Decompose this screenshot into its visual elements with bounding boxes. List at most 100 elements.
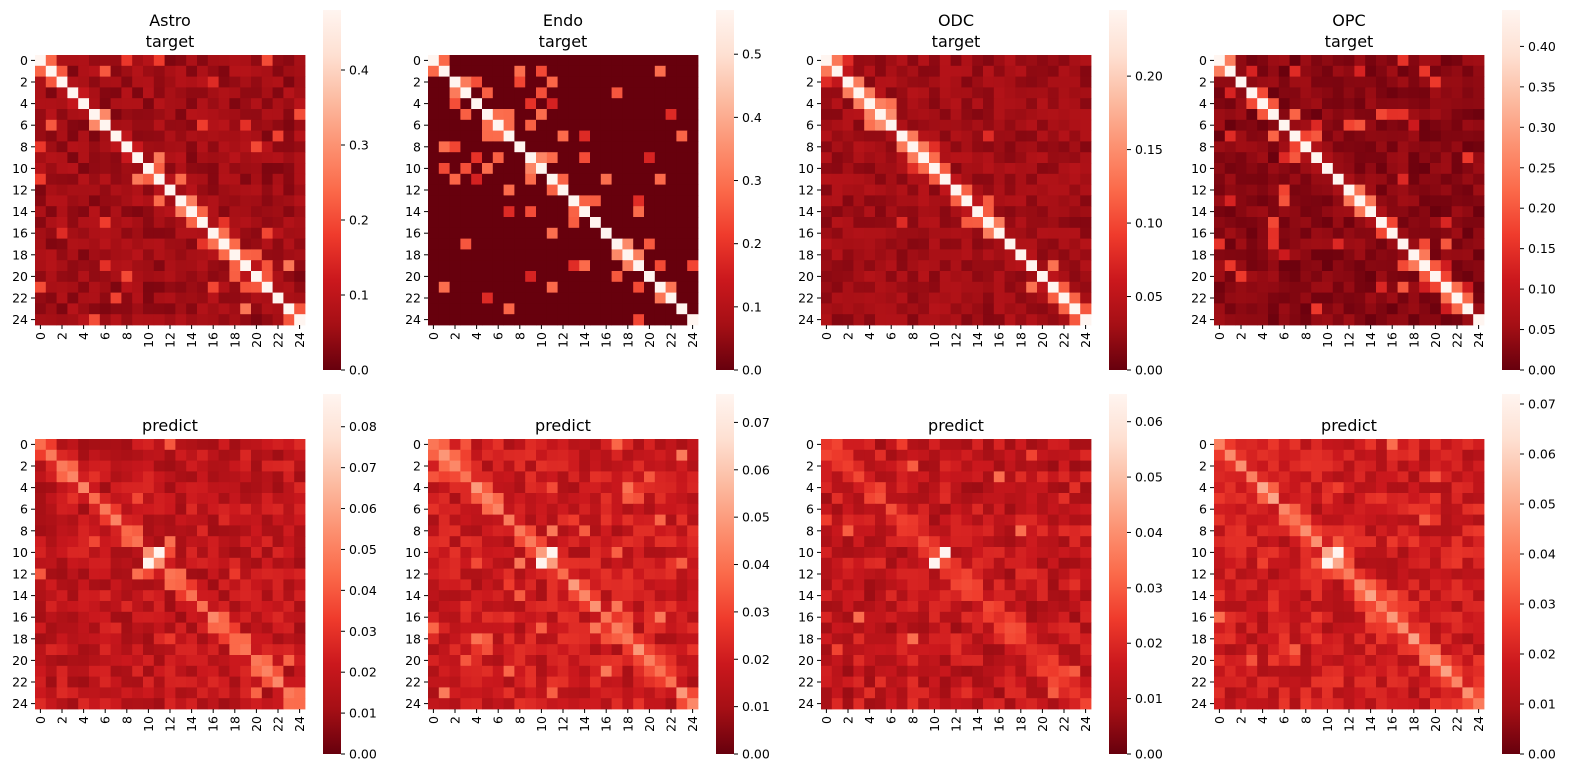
heatmap-cell	[1246, 292, 1258, 304]
heatmap-cell	[633, 195, 645, 207]
heatmap-cell	[514, 547, 526, 559]
heatmap-cell	[460, 676, 472, 688]
heatmap-cell	[261, 547, 273, 559]
heatmap-cell	[132, 152, 144, 164]
heatmap-cell	[110, 644, 122, 656]
heatmap-cell	[1278, 152, 1290, 164]
heatmap-cell	[449, 514, 461, 526]
heatmap-cell	[186, 314, 198, 326]
heatmap-cell	[546, 611, 558, 623]
heatmap-cell	[1376, 314, 1388, 326]
heatmap-cell	[1473, 98, 1485, 110]
heatmap-cell	[633, 514, 645, 526]
heatmap-cell	[853, 449, 865, 461]
heatmap-cell	[1268, 471, 1280, 483]
heatmap-cell	[272, 579, 284, 591]
heatmap-cell	[1047, 87, 1059, 99]
heatmap-cell	[121, 152, 133, 164]
heatmap-cell	[1015, 238, 1027, 250]
heatmap-cell	[972, 55, 984, 67]
heatmap-cell	[983, 525, 995, 537]
heatmap-cell	[471, 55, 483, 67]
heatmap-cell	[1343, 141, 1355, 153]
heatmap-cell	[449, 687, 461, 699]
heatmap-cell	[294, 217, 306, 229]
y-tick-label: 2	[413, 459, 421, 474]
heatmap-cell	[1069, 184, 1081, 196]
heatmap-cell	[665, 460, 677, 472]
y-tick-label: 20	[12, 269, 28, 284]
heatmap-cell	[207, 260, 219, 272]
heatmap-cell	[482, 76, 494, 88]
heatmap-cell	[557, 249, 569, 261]
heatmap-cell	[1376, 471, 1388, 483]
heatmap-cell	[503, 173, 515, 185]
heatmap-cell	[993, 163, 1005, 175]
heatmap-cell	[428, 676, 440, 688]
heatmap-cell	[1408, 303, 1420, 315]
heatmap-cell	[261, 184, 273, 196]
heatmap-cell	[1080, 249, 1092, 261]
heatmap-cell	[56, 238, 68, 250]
heatmap-cell	[1376, 227, 1388, 239]
heatmap-cell	[1257, 119, 1269, 131]
heatmap-cell	[896, 271, 908, 283]
heatmap-cell	[153, 184, 165, 196]
heatmap-cell	[1473, 271, 1485, 283]
heatmap-cell	[676, 292, 688, 304]
heatmap-cell	[633, 271, 645, 283]
heatmap-cell	[45, 590, 57, 602]
heatmap-cell	[283, 98, 295, 110]
heatmap-cell	[1332, 76, 1344, 88]
heatmap-cell	[229, 195, 241, 207]
heatmap-cell	[929, 98, 941, 110]
heatmap-cell	[557, 119, 569, 131]
heatmap-cell	[918, 119, 930, 131]
heatmap-cell	[993, 314, 1005, 326]
heatmap-cell	[918, 536, 930, 548]
heatmap-cell	[665, 536, 677, 548]
heatmap-cell	[676, 590, 688, 602]
heatmap-cell	[676, 579, 688, 591]
heatmap-cell	[121, 55, 133, 67]
heatmap-cell	[1047, 525, 1059, 537]
heatmap-cell	[428, 655, 440, 667]
heatmap-cell	[121, 292, 133, 304]
heatmap-cell	[1451, 249, 1463, 261]
heatmap-cell	[1080, 568, 1092, 580]
x-tick-label: 12	[556, 332, 571, 348]
heatmap-cell	[1080, 130, 1092, 142]
heatmap-cell	[1386, 238, 1398, 250]
heatmap-cell	[482, 119, 494, 131]
heatmap-cell	[853, 260, 865, 272]
heatmap-cell	[1257, 314, 1269, 326]
heatmap-cell	[1408, 109, 1420, 121]
heatmap-cell	[831, 471, 843, 483]
heatmap-cell	[132, 260, 144, 272]
heatmap-cell	[842, 525, 854, 537]
heatmap-cell	[1037, 601, 1049, 613]
heatmap-cell	[983, 676, 995, 688]
heatmap-cell	[1473, 141, 1485, 153]
heatmap-cell	[99, 698, 111, 710]
heatmap-cell	[67, 227, 79, 239]
heatmap-cell	[676, 525, 688, 537]
heatmap-cell	[939, 195, 951, 207]
heatmap-cell	[283, 184, 295, 196]
heatmap-cell	[1004, 141, 1016, 153]
colorbar-tick-label: 0.06	[1135, 414, 1163, 429]
heatmap-cell	[132, 676, 144, 688]
heatmap-cell	[907, 536, 919, 548]
heatmap-cell	[875, 173, 887, 185]
heatmap-cell	[99, 525, 111, 537]
heatmap-cell	[1235, 260, 1247, 272]
heatmap-cell	[153, 98, 165, 110]
heatmap-cell	[153, 460, 165, 472]
heatmap-cell	[654, 676, 666, 688]
heatmap-cell	[1408, 249, 1420, 261]
heatmap-cell	[600, 76, 612, 88]
heatmap-cell	[251, 227, 263, 239]
heatmap-cell	[831, 55, 843, 67]
heatmap-cell	[1015, 449, 1027, 461]
heatmap-cell	[950, 130, 962, 142]
